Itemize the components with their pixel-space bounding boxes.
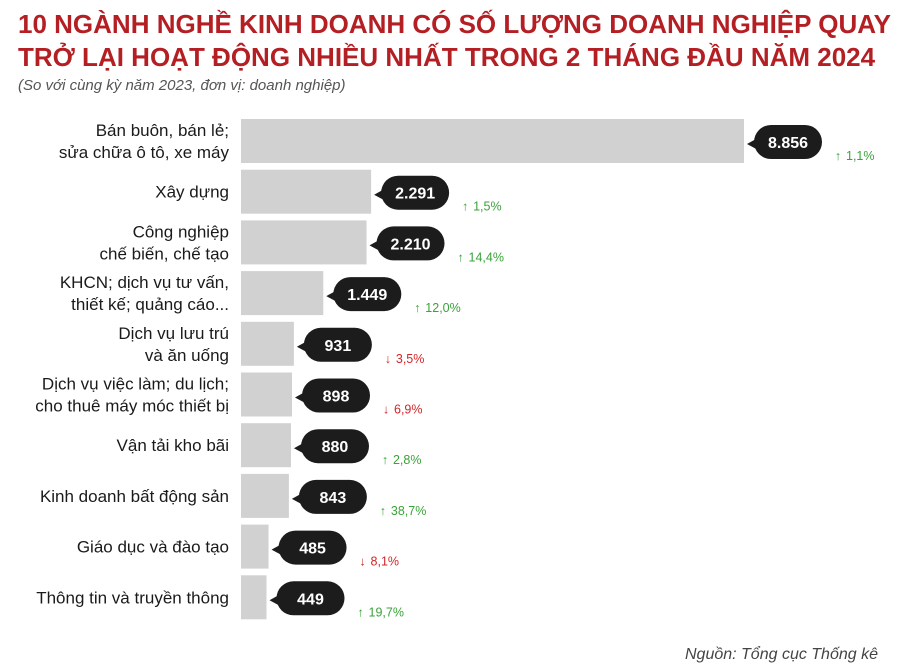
- value-bubble-tail: [291, 493, 305, 506]
- value-label: 485: [299, 541, 326, 558]
- bar: [241, 524, 269, 569]
- value-bubble-tail: [271, 544, 285, 557]
- value-bubble: [376, 226, 445, 261]
- value-label: 2.210: [390, 236, 430, 253]
- change-label: 1,5%: [473, 200, 502, 214]
- down-arrow-icon: ↓: [383, 403, 389, 417]
- value-bubble-tail: [374, 189, 388, 202]
- change-label: 19,7%: [369, 605, 404, 619]
- value-bubble-tail: [369, 240, 383, 253]
- value-bubble-tail: [295, 392, 309, 405]
- value-bubble: [303, 327, 372, 362]
- value-label: 843: [320, 490, 347, 507]
- change-label: 1,1%: [846, 149, 875, 163]
- down-arrow-icon: ↓: [385, 352, 391, 366]
- value-label: 449: [297, 591, 324, 608]
- category-label: Dịch vụ việc làm; du lịch; cho thuê máy m…: [35, 375, 229, 416]
- change-label: 38,7%: [391, 504, 426, 518]
- change-label: 8,1%: [371, 555, 400, 569]
- value-bubble-tail: [293, 443, 307, 456]
- up-arrow-icon: ↑: [380, 504, 386, 518]
- value-bubble: [300, 429, 369, 464]
- value-label: 931: [325, 338, 352, 355]
- bar: [241, 423, 291, 468]
- change-label: 3,5%: [396, 352, 425, 366]
- change-label: 2,8%: [393, 453, 422, 467]
- category-label: Bán buôn, bán lẻ; sửa chữa ô tô, xe máy: [59, 121, 230, 162]
- category-label: Thông tin và truyền thông: [36, 588, 229, 607]
- category-label: KHCN; dịch vụ tư vấn, thiết kế; quảng cáo…: [60, 273, 229, 314]
- up-arrow-icon: ↑: [382, 453, 388, 467]
- value-bubble: [276, 581, 345, 616]
- bar: [241, 473, 289, 518]
- value-bubble: [302, 378, 371, 413]
- bar: [241, 119, 744, 163]
- bar: [241, 271, 324, 316]
- category-label: Kinh doanh bất động sản: [40, 487, 229, 506]
- up-arrow-icon: ↑: [414, 301, 420, 315]
- value-bubble-tail: [326, 291, 340, 304]
- category-label: Dịch vụ lưu trú và ăn uống: [118, 324, 229, 365]
- bar: [241, 372, 293, 417]
- category-label: Xây dựng: [155, 183, 229, 202]
- value-bubble: [298, 479, 367, 514]
- bar: [241, 575, 267, 620]
- value-bubble: [754, 125, 822, 159]
- value-label: 1.449: [347, 287, 387, 304]
- chart-title: 10 NGÀNH NGHỀ KINH DOANH CÓ SỐ LƯỢNG DOA…: [18, 9, 891, 72]
- value-bubble: [381, 175, 450, 210]
- value-bubble: [333, 277, 402, 312]
- bar: [241, 321, 294, 366]
- value-label: 2.291: [395, 186, 435, 203]
- value-bubble-tail: [269, 595, 283, 608]
- value-label: 8.856: [768, 135, 808, 152]
- bar: [241, 220, 367, 265]
- chart-subtitle: (So với cùng kỳ năm 2023, đơn vị: doanh …: [18, 77, 346, 94]
- up-arrow-icon: ↑: [835, 149, 841, 163]
- value-bubble: [278, 530, 347, 565]
- up-arrow-icon: ↑: [457, 250, 463, 264]
- value-bubble-tail: [747, 139, 760, 151]
- change-label: 14,4%: [469, 250, 504, 264]
- up-arrow-icon: ↑: [357, 605, 363, 619]
- down-arrow-icon: ↓: [359, 555, 365, 569]
- category-label: Giáo dục và đào tạo: [77, 538, 229, 557]
- category-label: Công nghiệp chế biến, chế tạo: [100, 222, 229, 263]
- change-label: 12,0%: [425, 301, 460, 315]
- up-arrow-icon: ↑: [462, 200, 468, 214]
- value-bubble-tail: [296, 341, 310, 354]
- bar: [241, 169, 372, 214]
- change-label: 6,9%: [394, 403, 423, 417]
- value-label: 898: [323, 389, 350, 406]
- source-note: Nguồn: Tổng cục Thống kê: [684, 646, 878, 663]
- value-label: 880: [322, 439, 349, 456]
- category-label: Vận tải kho bãi: [117, 436, 229, 455]
